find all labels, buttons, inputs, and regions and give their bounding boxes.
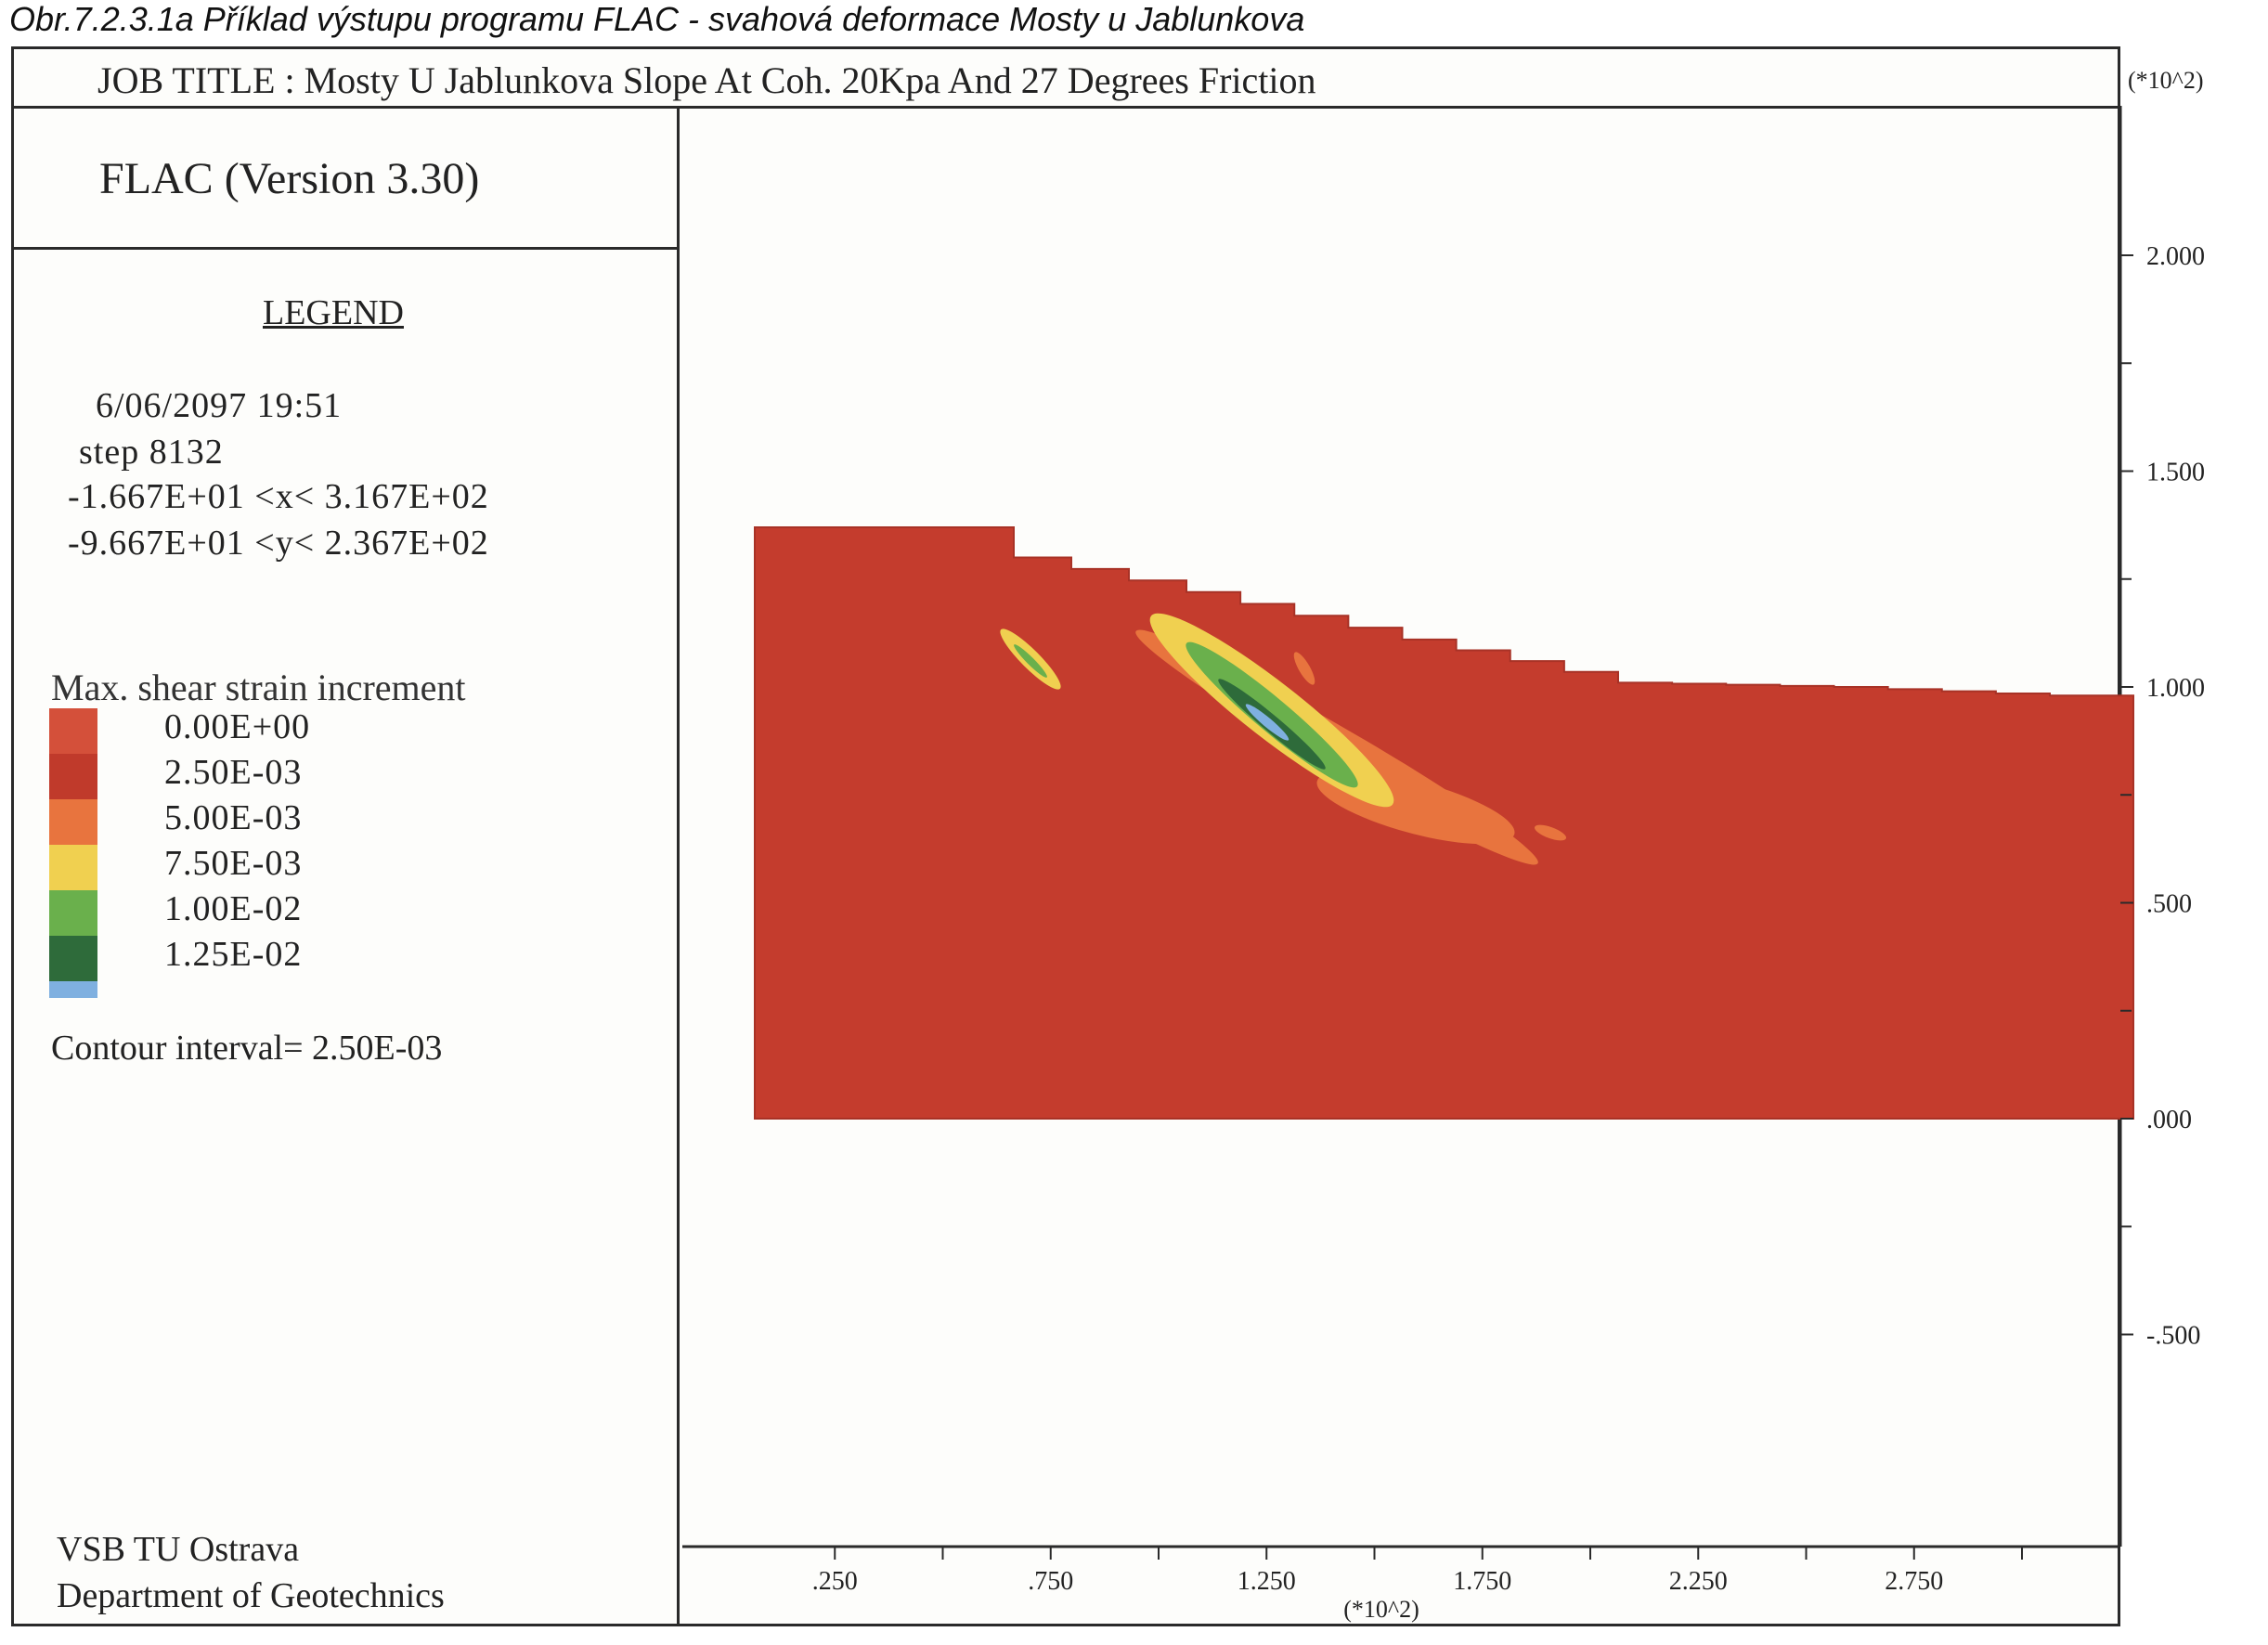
version-box: FLAC (Version 3.30): [14, 109, 677, 250]
contour-interval: Contour interval= 2.50E-03: [51, 1029, 443, 1068]
y-tick-label: -.500: [2146, 1322, 2200, 1351]
legend-swatch-extra: [49, 981, 97, 998]
x-range: -1.667E+01 <x< 3.167E+02: [68, 477, 489, 516]
legend-title: LEGEND: [263, 293, 404, 332]
y-tick-label: 1.500: [2146, 459, 2205, 487]
legend-panel: FLAC (Version 3.30) LEGEND 6/06/2097 19:…: [14, 109, 680, 1624]
job-title: JOB TITLE : Mosty U Jablunkova Slope At …: [97, 59, 1316, 101]
x-tick-label: 1.250: [1238, 1567, 1296, 1596]
y-axis-multiplier: (*10^2): [2128, 67, 2204, 94]
department-name: Department of Geotechnics: [57, 1576, 445, 1615]
x-tick-label: 1.750: [1453, 1567, 1511, 1596]
legend-level-label: 2.50E-03: [164, 753, 303, 792]
y-tick-label: 1.000: [2146, 674, 2205, 703]
legend-swatch: [49, 936, 97, 982]
shear-lens-left-inner: [1014, 644, 1047, 678]
legend-swatch: [49, 708, 97, 755]
y-tick-label: .500: [2146, 890, 2192, 919]
y-tick-label: 2.000: [2146, 242, 2205, 271]
legend-level-label: 1.00E-02: [164, 889, 303, 928]
x-tick-label: 2.250: [1669, 1567, 1728, 1596]
x-tick-label: 2.750: [1885, 1567, 1943, 1596]
title-bar: JOB TITLE : Mosty U Jablunkova Slope At …: [14, 49, 2118, 109]
legend-level-label: 7.50E-03: [164, 844, 303, 883]
legend-level-label: 1.25E-02: [164, 935, 303, 974]
shear-band-core: [1245, 704, 1290, 741]
x-tick-label: .250: [812, 1567, 858, 1596]
legend-level-label: 5.00E-03: [164, 798, 303, 837]
shear-lens-small: [1534, 824, 1567, 841]
variable-title: Max. shear strain increment: [51, 667, 466, 708]
step-count: step 8132: [79, 433, 224, 472]
legend-swatch: [49, 890, 97, 937]
legend-swatch: [49, 845, 97, 891]
figure-caption: Obr.7.2.3.1a Příklad výstupu programu FL…: [9, 0, 1305, 38]
software-version: FLAC (Version 3.30): [99, 154, 480, 203]
run-datetime: 6/06/2097 19:51: [96, 386, 343, 425]
legend-swatch: [49, 754, 97, 800]
y-tick-label: .000: [2146, 1106, 2192, 1134]
legend-swatch: [49, 799, 97, 846]
x-tick-label: .750: [1028, 1567, 1073, 1596]
institution-name: VSB TU Ostrava: [57, 1530, 300, 1569]
y-range: -9.667E+01 <y< 2.367E+02: [68, 524, 489, 563]
x-axis-multiplier: (*10^2): [1343, 1596, 1419, 1623]
legend-level-label: 0.00E+00: [164, 707, 311, 746]
shear-lens-top: [1293, 652, 1315, 685]
